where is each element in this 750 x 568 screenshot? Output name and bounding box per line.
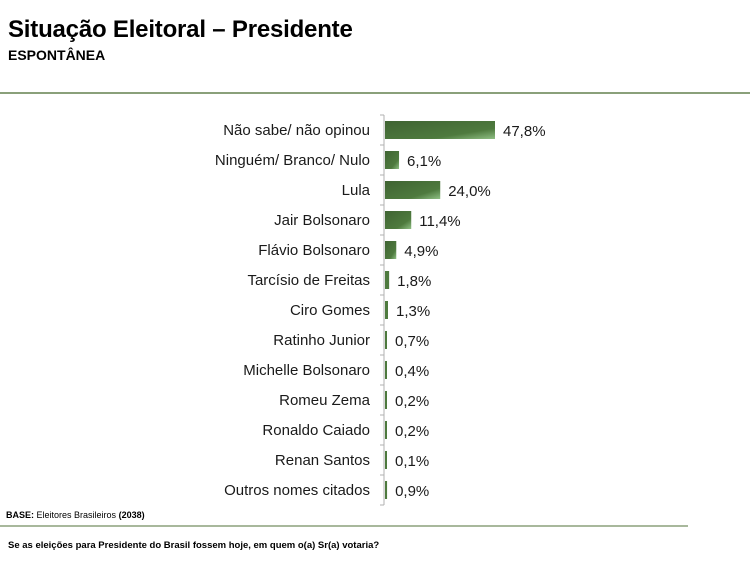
bar	[385, 361, 387, 379]
bar	[385, 331, 387, 349]
value-label: 11,4%	[419, 213, 460, 230]
bar	[385, 421, 387, 439]
category-label: Romeu Zema	[279, 392, 371, 409]
bar	[385, 301, 388, 319]
value-label: 1,3%	[396, 303, 430, 320]
footer-divider	[0, 525, 688, 527]
value-label: 0,1%	[395, 453, 429, 470]
bar	[385, 211, 412, 229]
base-note: BASE: Eleitores Brasileiros (2038)	[6, 510, 145, 520]
category-label: Jair Bolsonaro	[274, 212, 370, 229]
bar	[385, 391, 387, 409]
value-label: 0,7%	[395, 333, 429, 350]
bar	[385, 481, 388, 499]
page-subtitle: ESPONTÂNEA	[8, 47, 106, 63]
bar	[385, 181, 441, 199]
value-label: 1,8%	[397, 273, 431, 290]
page-title: Situação Eleitoral – Presidente	[8, 16, 353, 43]
survey-question: Se as eleições para Presidente do Brasil…	[8, 540, 380, 551]
category-label: Lula	[342, 182, 371, 199]
value-label: 0,4%	[395, 363, 429, 380]
value-label: 0,9%	[395, 483, 429, 500]
value-label: 6,1%	[407, 153, 441, 170]
category-label: Não sabe/ não opinou	[223, 122, 370, 139]
bar	[385, 241, 397, 259]
bar-chart: Não sabe/ não opinou 47,8% Ninguém/ Branco…	[215, 114, 546, 506]
value-label: 0,2%	[395, 393, 429, 410]
bar	[385, 271, 390, 289]
value-label: 0,2%	[395, 423, 429, 440]
category-label: Renan Santos	[275, 452, 370, 469]
category-label: Flávio Bolsonaro	[258, 242, 370, 259]
header-divider	[0, 92, 750, 94]
value-label: 47,8%	[503, 123, 546, 140]
category-label: Ratinho Junior	[273, 332, 370, 349]
category-label: Ronaldo Caiado	[262, 422, 370, 439]
category-label: Michelle Bolsonaro	[243, 362, 370, 379]
category-label: Ninguém/ Branco/ Nulo	[215, 152, 370, 169]
bar	[385, 451, 387, 469]
category-label: Tarcísio de Freitas	[247, 272, 370, 289]
bar	[385, 151, 400, 169]
base-label: BASE:	[6, 510, 35, 520]
bar	[385, 121, 495, 139]
value-label: 4,9%	[404, 243, 438, 260]
base-count: (2038)	[118, 510, 145, 520]
value-label: 24,0%	[448, 183, 491, 200]
category-label: Outros nomes citados	[224, 482, 370, 499]
category-label: Ciro Gomes	[290, 302, 370, 319]
base-text: Eleitores Brasileiros	[36, 510, 117, 520]
